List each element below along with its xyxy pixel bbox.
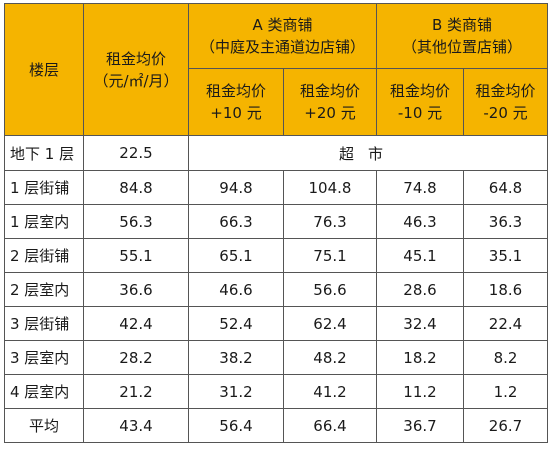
table-row: 2 层街铺 55.1 65.1 75.1 45.1 35.1 [4,238,548,273]
floor-cell: 3 层街铺 [4,306,84,341]
floor-cell: 1 层街铺 [4,170,84,205]
rent-cell: 36.6 [83,272,189,307]
sub-header-delta: -10 元 [397,104,443,122]
b-minus20-cell: 1.2 [463,374,548,409]
b-minus10-cell: 45.1 [376,238,464,273]
b-minus10-cell: 28.6 [376,272,464,307]
b-minus20-cell: 35.1 [463,238,548,273]
sub-header-a-plus10: 租金均价 +10 元 [188,68,284,136]
table-row: 2 层室内 36.6 46.6 56.6 28.6 18.6 [4,272,548,307]
table-row: 1 层室内 56.3 66.3 76.3 46.3 36.3 [4,204,548,239]
rent-price-table: 楼层 租金均价 （元/㎡/月） A 类商铺 （中庭及主通道边店铺） B 类商铺 … [4,3,548,443]
rent-header: 租金均价 （元/㎡/月） [83,3,189,136]
a-plus10-cell: 52.4 [188,306,284,341]
b-minus10-cell: 74.8 [376,170,464,205]
group-a-subtitle: （中庭及主通道边店铺） [199,38,365,56]
sub-header-label: 租金均价 [205,82,266,100]
rent-cell: 84.8 [83,170,189,205]
rent-cell: 22.5 [83,135,189,171]
b-minus20-cell: 26.7 [463,408,548,443]
group-b-subtitle: （其他位置店铺） [401,38,522,56]
a-plus20-cell: 66.4 [283,408,377,443]
b-minus10-cell: 18.2 [376,340,464,375]
b-minus10-cell: 11.2 [376,374,464,409]
sub-header-b-minus20: 租金均价 -20 元 [463,68,548,136]
group-a-title: A 类商铺 [252,16,313,34]
sub-header-delta: +20 元 [304,104,356,122]
supermarket-note: 超市 [188,135,548,171]
a-plus20-cell: 104.8 [283,170,377,205]
floor-cell: 4 层室内 [4,374,84,409]
sub-header-delta: +10 元 [210,104,262,122]
table-row: 1 层街铺 84.8 94.8 104.8 74.8 64.8 [4,170,548,205]
a-plus10-cell: 94.8 [188,170,284,205]
floor-cell: 地下 1 层 [4,135,84,171]
floor-cell: 2 层街铺 [4,238,84,273]
b-minus20-cell: 8.2 [463,340,548,375]
floor-header: 楼层 [4,3,84,136]
sub-header-b-minus10: 租金均价 -10 元 [376,68,464,136]
rent-cell: 21.2 [83,374,189,409]
b-minus10-cell: 32.4 [376,306,464,341]
rent-header-unit: （元/㎡/月） [93,71,179,90]
b-minus10-cell: 46.3 [376,204,464,239]
a-plus10-cell: 66.3 [188,204,284,239]
sub-header-label: 租金均价 [475,82,536,100]
a-plus20-cell: 48.2 [283,340,377,375]
rent-cell: 55.1 [83,238,189,273]
sub-header-label: 租金均价 [389,82,450,100]
table-row: 4 层室内 21.2 31.2 41.2 11.2 1.2 [4,374,548,409]
table-row-average: 平均 43.4 56.4 66.4 36.7 26.7 [4,408,548,443]
group-a-header: A 类商铺 （中庭及主通道边店铺） [188,3,377,69]
a-plus20-cell: 41.2 [283,374,377,409]
sub-header-label: 租金均价 [299,82,360,100]
rent-header-label: 租金均价 [105,49,166,68]
floor-cell: 3 层室内 [4,340,84,375]
rent-cell: 56.3 [83,204,189,239]
b-minus10-cell: 36.7 [376,408,464,443]
rent-cell: 43.4 [83,408,189,443]
a-plus20-cell: 62.4 [283,306,377,341]
sub-header-delta: -20 元 [483,104,528,122]
sub-header-a-plus20: 租金均价 +20 元 [283,68,377,136]
floor-cell: 1 层室内 [4,204,84,239]
a-plus20-cell: 76.3 [283,204,377,239]
a-plus20-cell: 56.6 [283,272,377,307]
a-plus10-cell: 46.6 [188,272,284,307]
floor-cell: 2 层室内 [4,272,84,307]
a-plus10-cell: 65.1 [188,238,284,273]
rent-cell: 28.2 [83,340,189,375]
table-row: 3 层室内 28.2 38.2 48.2 18.2 8.2 [4,340,548,375]
group-b-title: B 类商铺 [431,16,493,34]
a-plus10-cell: 31.2 [188,374,284,409]
table-row-basement: 地下 1 层 22.5 超市 [4,135,548,171]
rent-cell: 42.4 [83,306,189,341]
group-b-header: B 类商铺 （其他位置店铺） [376,3,548,69]
a-plus10-cell: 38.2 [188,340,284,375]
b-minus20-cell: 18.6 [463,272,548,307]
a-plus20-cell: 75.1 [283,238,377,273]
table-row: 3 层街铺 42.4 52.4 62.4 32.4 22.4 [4,306,548,341]
average-label: 平均 [4,408,84,443]
b-minus20-cell: 64.8 [463,170,548,205]
b-minus20-cell: 36.3 [463,204,548,239]
b-minus20-cell: 22.4 [463,306,548,341]
a-plus10-cell: 56.4 [188,408,284,443]
